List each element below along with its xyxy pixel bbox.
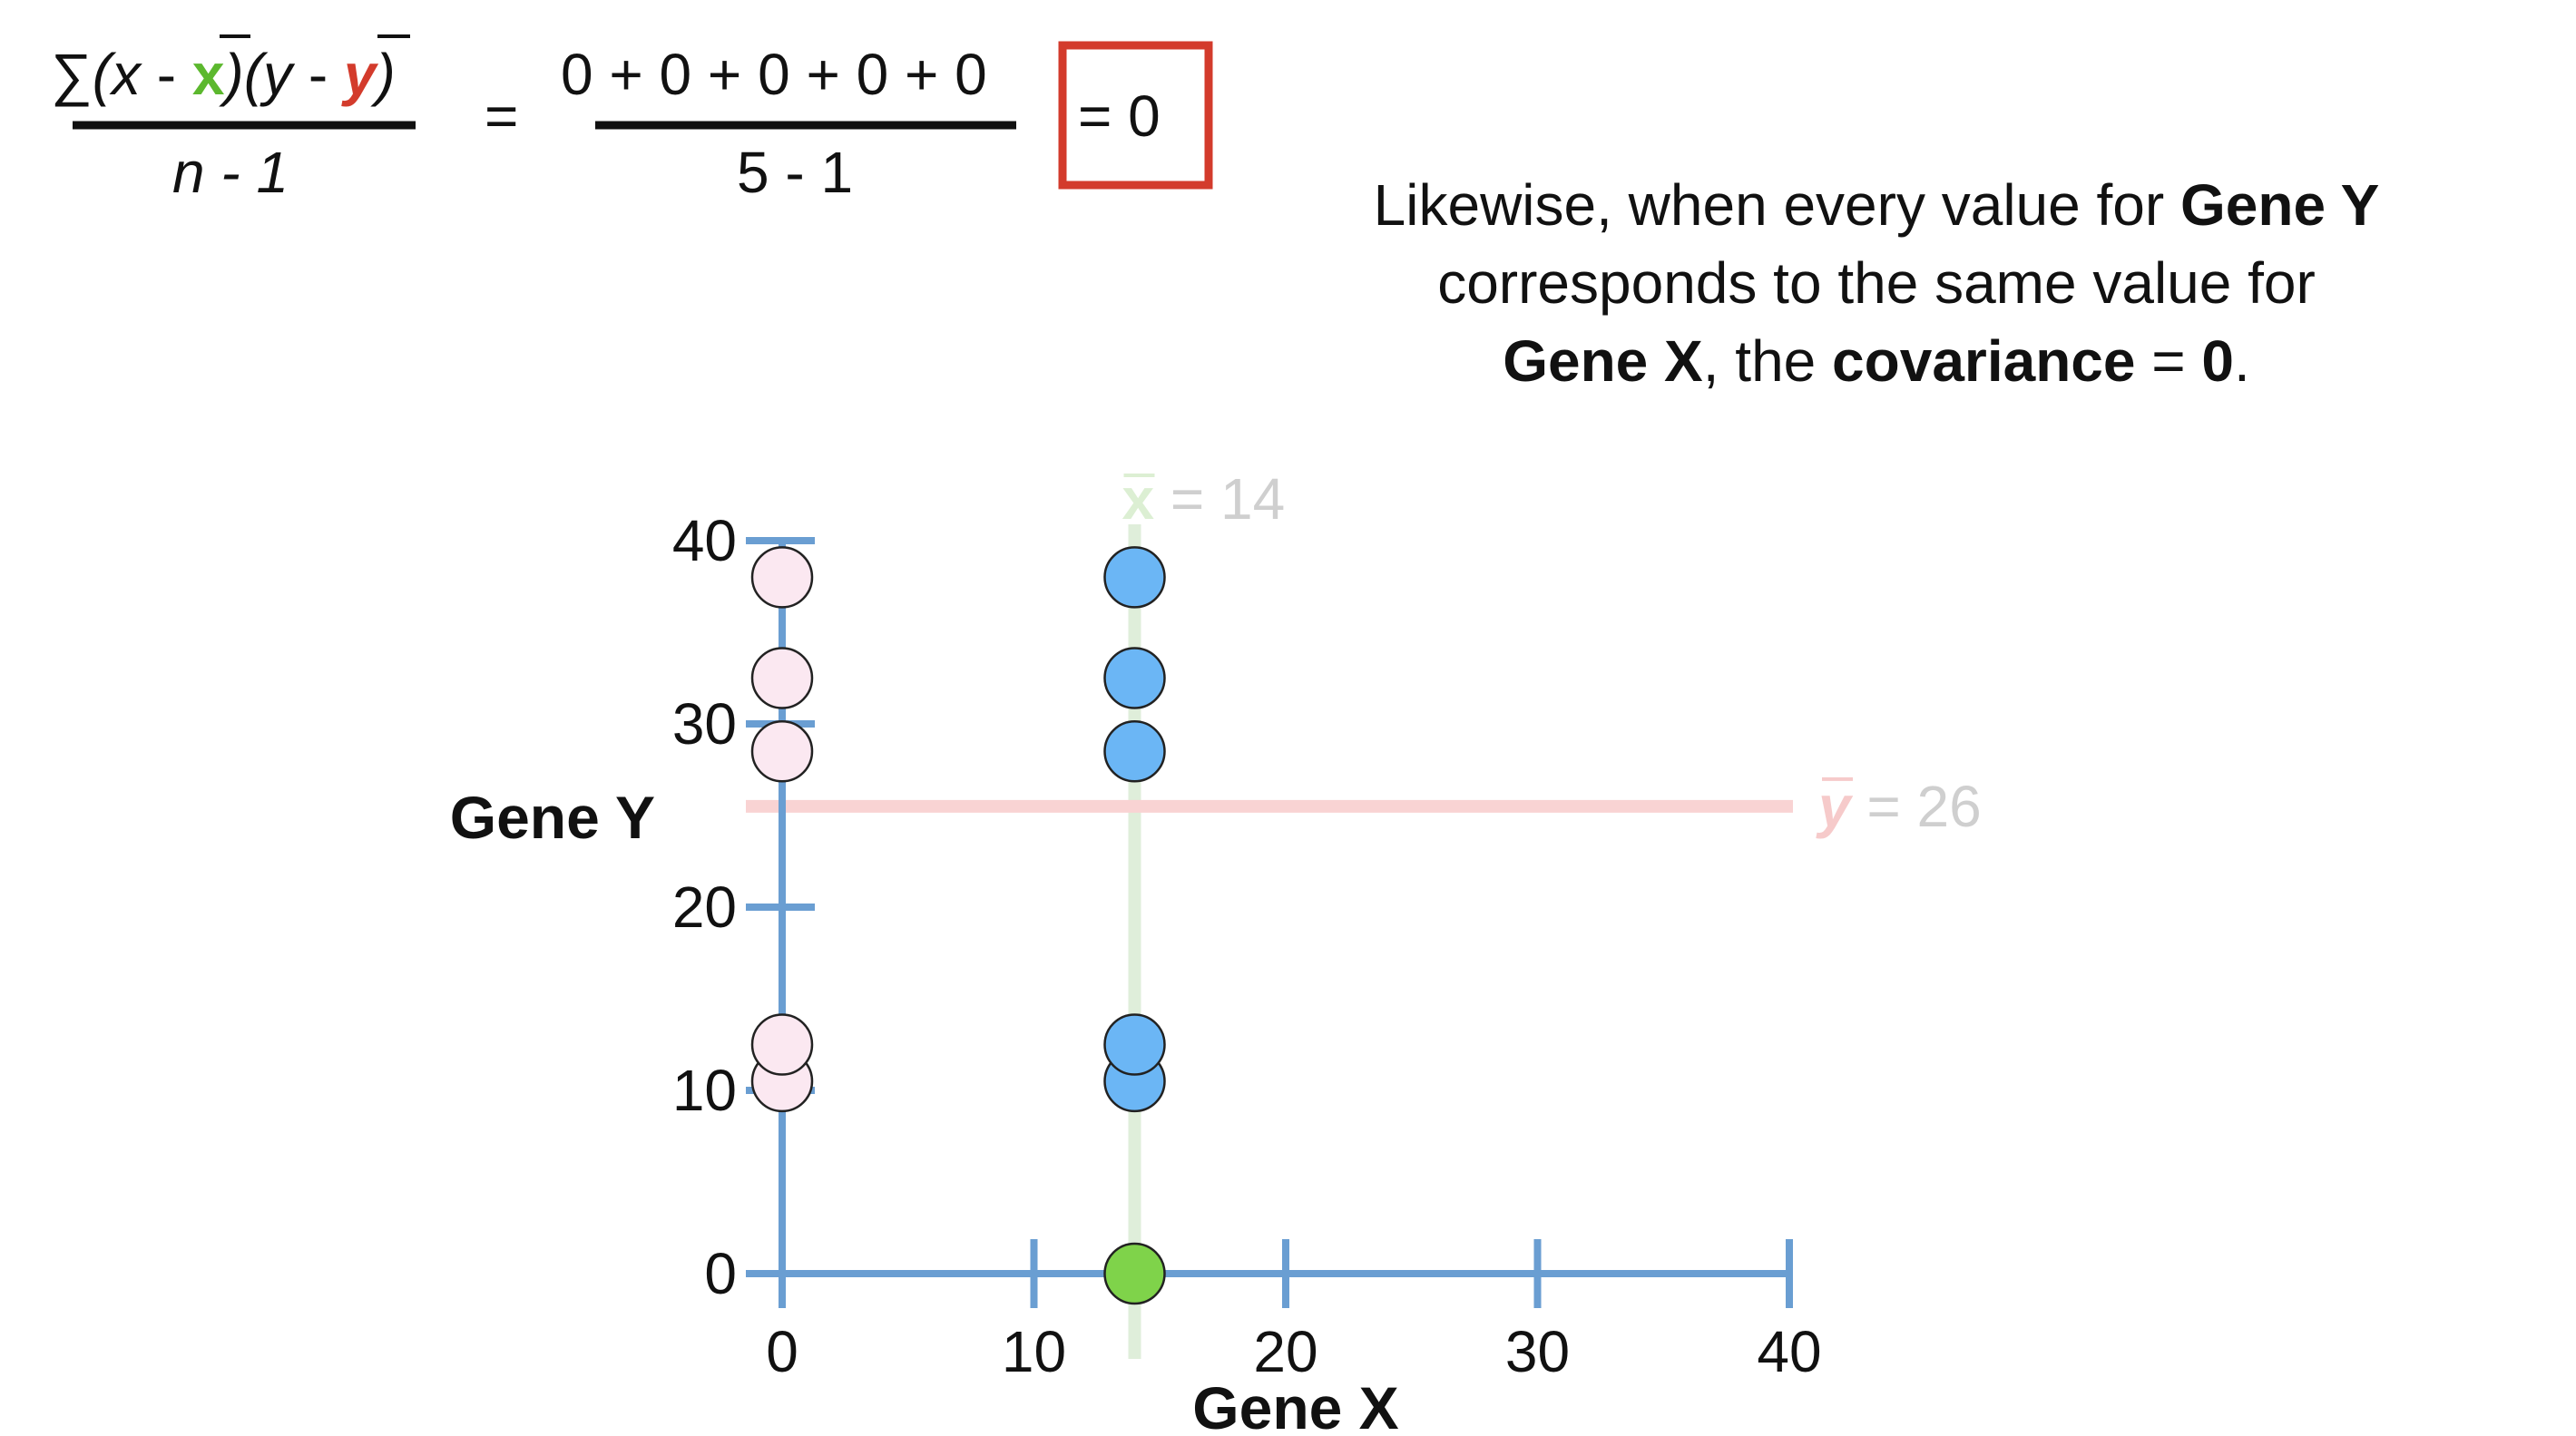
y-tick-label: 20: [672, 874, 737, 940]
data-point: [750, 720, 814, 783]
caption-line-1: Likewise, when every value for Gene Y: [1374, 172, 2380, 238]
caption-line-1-text: Likewise, when every value for: [1374, 172, 2180, 238]
numerator-values: 0 + 0 + 0 + 0 + 0: [561, 42, 987, 107]
denominator-values: 5 - 1: [737, 140, 853, 205]
data-point: [1103, 647, 1166, 709]
y-tick-label: 40: [672, 508, 737, 573]
mean-lines: [746, 524, 1793, 1359]
y-axis-title: Gene Y: [450, 784, 655, 851]
caption-period: .: [2234, 328, 2250, 394]
y-tick-label: 30: [672, 691, 737, 757]
result-text: = 0: [1078, 83, 1161, 149]
y-mean-label: y = 26: [1816, 774, 1982, 839]
x-axis-title: Gene X: [1192, 1374, 1398, 1436]
formula-ybar: y: [341, 42, 379, 107]
result-box: [1058, 41, 1213, 190]
data-point: [1103, 720, 1166, 783]
formula-minus-2: -: [292, 42, 344, 107]
svg-text:∑(x - x)(y - y): ∑(x - x)(y - y): [51, 42, 396, 107]
caption-the: , the: [1703, 328, 1832, 394]
caption-gene-y: Gene Y: [2180, 172, 2379, 238]
formula-minus-1: -: [141, 42, 192, 107]
caption-covariance: covariance: [1832, 328, 2135, 394]
formula-xbar: x: [192, 42, 225, 107]
caption-equals: =: [2135, 328, 2201, 394]
covariance-formula: ∑(x - x)(y - y) n - 1 = 0 + 0 + 0 + 0 + …: [51, 34, 1213, 205]
data-point: [750, 1013, 814, 1076]
data-point: [750, 647, 814, 709]
x-tick-label: 10: [1002, 1319, 1066, 1384]
y-tick-label: 0: [704, 1241, 737, 1306]
x-tick-label: 30: [1505, 1319, 1570, 1384]
data-point: [1103, 1242, 1166, 1305]
sigma-symbol: ∑: [51, 42, 93, 107]
formula-x: x: [109, 42, 142, 107]
caption-gene-x: Gene X: [1503, 328, 1703, 394]
x-tick-label: 20: [1253, 1319, 1317, 1384]
caption-zero: 0: [2201, 328, 2234, 394]
formula-y: y: [260, 42, 296, 107]
y-mean-symbol: y: [1816, 774, 1854, 839]
caption-line-2: corresponds to the same value for: [1437, 250, 2316, 316]
formula-equals: =: [485, 83, 518, 149]
tick-marks: [746, 537, 1793, 1308]
formula-denominator: n - 1: [172, 140, 289, 205]
data-point: [750, 546, 814, 609]
caption-line-3: Gene X, the covariance = 0.: [1503, 328, 2250, 394]
data-points: [750, 546, 1166, 1305]
x-tick-label: 40: [1757, 1319, 1821, 1384]
x-tick-label: 0: [766, 1319, 798, 1384]
caption: Likewise, when every value for Gene Y co…: [1374, 172, 2380, 394]
data-point: [1103, 1013, 1166, 1076]
mean-labels: x = 14y = 26: [1122, 466, 1982, 839]
axes: [746, 541, 1789, 1277]
y-tick-label: 10: [672, 1058, 737, 1123]
tick-labels: 0 10 20 30 40 0 10 20 30 40: [672, 508, 1822, 1384]
y-mean-value: = 26: [1851, 774, 1982, 839]
data-point: [1103, 546, 1166, 609]
x-mean-value: = 14: [1154, 466, 1285, 532]
formula-close-open-paren: )(: [218, 42, 268, 107]
